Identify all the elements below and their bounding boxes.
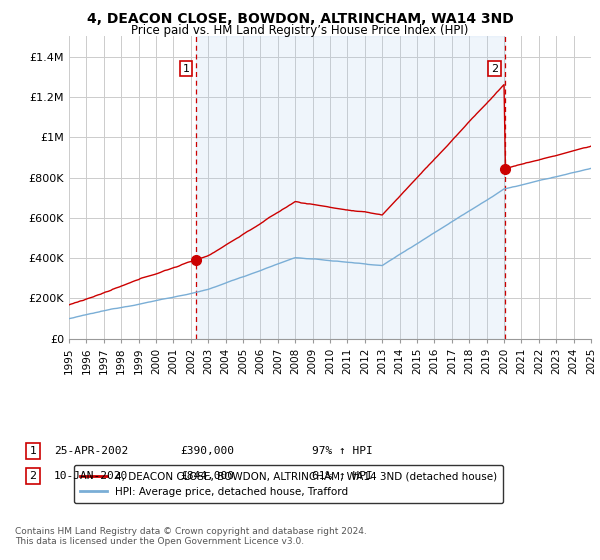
Bar	[196, 36, 505, 339]
Text: 25-APR-2002: 25-APR-2002	[54, 446, 128, 456]
Text: £844,000: £844,000	[180, 471, 234, 481]
Text: 10-JAN-2020: 10-JAN-2020	[54, 471, 128, 481]
Text: 2: 2	[491, 64, 498, 74]
Text: Price paid vs. HM Land Registry’s House Price Index (HPI): Price paid vs. HM Land Registry’s House …	[131, 24, 469, 37]
Text: 1: 1	[182, 64, 190, 74]
Text: 61% ↑ HPI: 61% ↑ HPI	[312, 471, 373, 481]
Text: 4, DEACON CLOSE, BOWDON, ALTRINCHAM, WA14 3ND: 4, DEACON CLOSE, BOWDON, ALTRINCHAM, WA1…	[86, 12, 514, 26]
Text: Contains HM Land Registry data © Crown copyright and database right 2024.
This d: Contains HM Land Registry data © Crown c…	[15, 526, 367, 546]
Legend: 4, DEACON CLOSE, BOWDON, ALTRINCHAM, WA14 3ND (detached house), HPI: Average pri: 4, DEACON CLOSE, BOWDON, ALTRINCHAM, WA1…	[74, 465, 503, 503]
Text: 2: 2	[29, 471, 37, 481]
Text: 1: 1	[29, 446, 37, 456]
Text: £390,000: £390,000	[180, 446, 234, 456]
Text: 97% ↑ HPI: 97% ↑ HPI	[312, 446, 373, 456]
